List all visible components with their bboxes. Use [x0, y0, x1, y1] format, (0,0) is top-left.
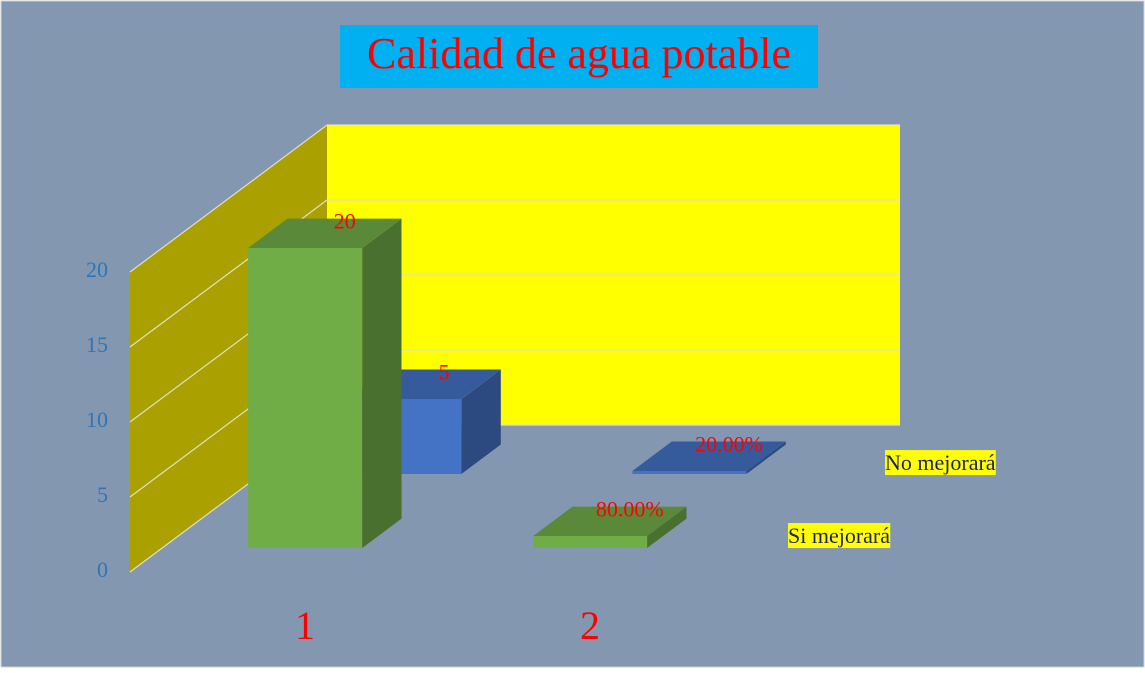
- data-label: 80.00%: [596, 496, 664, 521]
- title-box: [340, 25, 818, 88]
- bar-front: [632, 470, 747, 474]
- y-tick-label: 5: [97, 482, 108, 507]
- bar-top: [632, 441, 786, 471]
- bar-front: [533, 536, 648, 549]
- bar-top: [533, 506, 687, 537]
- x-tick-label: 2: [580, 603, 600, 648]
- bar-side: [746, 441, 786, 474]
- legend-label: Si mejorará: [788, 523, 890, 548]
- bar-top: [248, 218, 402, 249]
- bar-side: [362, 218, 402, 549]
- bar: [248, 218, 402, 549]
- data-label: 20.00%: [695, 431, 763, 456]
- legend-label: No mejorará: [885, 450, 996, 475]
- data-label: 20: [334, 208, 356, 233]
- data-label: 5: [439, 359, 450, 384]
- legend-bg: [885, 450, 996, 476]
- bar: [632, 441, 786, 474]
- x-tick-label: 1: [295, 603, 315, 648]
- bar-side: [647, 506, 687, 549]
- legend-bg: [788, 523, 891, 549]
- y-tick-label: 10: [86, 407, 108, 432]
- bar-front: [248, 248, 363, 549]
- y-tick-label: 15: [86, 332, 108, 357]
- chart-title: Calidad de agua potable: [367, 29, 791, 78]
- bar-side: [461, 369, 501, 474]
- grid-line: [129, 124, 328, 273]
- y-tick-label: 0: [97, 557, 108, 582]
- bars: [248, 218, 786, 549]
- bar: [533, 506, 687, 549]
- y-tick-label: 20: [86, 257, 108, 282]
- labels: 0 5 10 15 20 1 2 5 20.00% 20 80.00% Si mejorará No m…: [86, 208, 996, 648]
